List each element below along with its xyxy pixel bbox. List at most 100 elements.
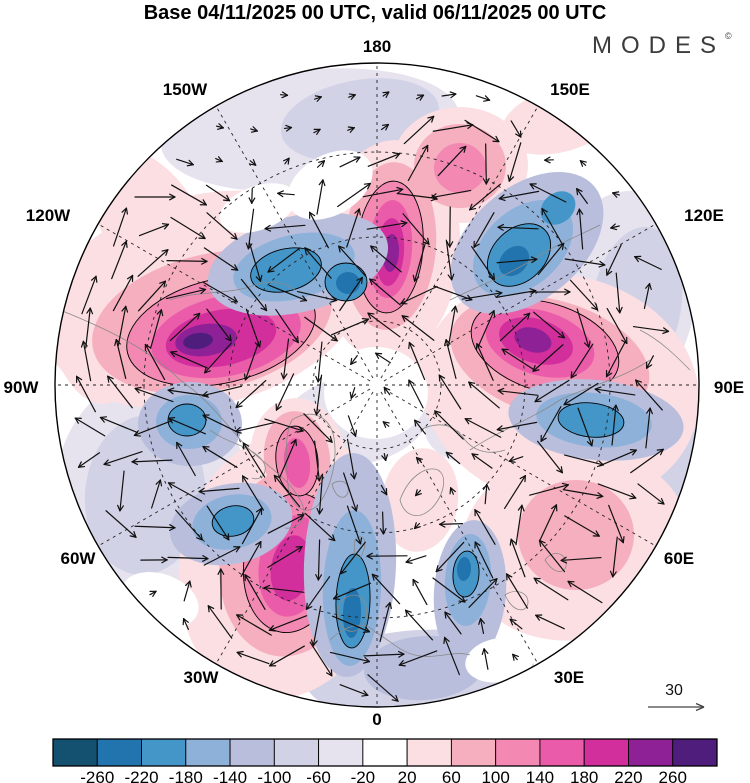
- wind-arrow: [447, 305, 458, 347]
- wind-arrow: [74, 417, 106, 437]
- modes-logo-mark: ©: [725, 31, 732, 41]
- wind-arrow: [277, 190, 295, 198]
- wind-arrow: [540, 406, 562, 442]
- wind-arrow: [203, 247, 239, 271]
- wind-arrow: [564, 258, 606, 268]
- wind-arrow: [432, 577, 466, 603]
- wind-arrow: [283, 124, 293, 132]
- wind-arrow: [105, 510, 137, 538]
- colorbar-tick--60: -60: [306, 768, 331, 783]
- wind-arrow: [536, 440, 564, 474]
- wind-arrow: [267, 514, 305, 534]
- wind-arrow: [77, 452, 101, 468]
- wind-arrow: [268, 284, 308, 302]
- coastline: [639, 329, 691, 371]
- wind-arrow: [347, 126, 355, 133]
- wind-arrow: [401, 315, 435, 341]
- wind-arrow: [337, 182, 371, 208]
- wind-arrow: [339, 156, 361, 168]
- wind-arrow: [217, 568, 225, 610]
- wind-arrow: [533, 577, 569, 601]
- wind-arrow: [363, 650, 405, 658]
- wind-arrow: [264, 418, 304, 433]
- colorbar-tick--20: -20: [350, 768, 376, 783]
- wind-arrow: [366, 220, 408, 230]
- lon-label-90E: 90E: [713, 378, 745, 397]
- wind-arrow: [482, 483, 490, 505]
- wind-arrow: [481, 648, 489, 670]
- wind-arrow: [275, 373, 295, 411]
- coastline: [504, 591, 529, 611]
- wind-arrow: [576, 308, 591, 348]
- wind-arrow: [412, 242, 427, 282]
- wind-arrow: [474, 541, 494, 579]
- wind-arrow: [576, 208, 584, 250]
- colorbar-cell: [362, 738, 408, 767]
- wind-arrow: [634, 255, 662, 270]
- colorbar-cell: [450, 738, 497, 767]
- wind-arrow: [477, 310, 496, 348]
- anomaly-patch: [381, 448, 459, 552]
- lon-label-120E: 120E: [684, 206, 724, 225]
- meridian-line: [97, 388, 371, 547]
- colorbar-cell: [583, 738, 629, 767]
- anomaly-patch: [211, 505, 255, 537]
- lon-label-120W: 120W: [25, 206, 71, 225]
- wind-arrow: [240, 278, 268, 312]
- wind-arrow: [512, 653, 519, 661]
- wind-arrow: [482, 143, 490, 185]
- wind-arrow: [535, 614, 565, 630]
- wind-arrow: [415, 94, 425, 101]
- wind-arrow: [85, 307, 94, 349]
- wind-arrow: [313, 374, 323, 416]
- wind-arrow: [339, 684, 369, 697]
- wind-arrow: [615, 272, 623, 314]
- wind-arrow: [176, 158, 194, 167]
- colorbar-tick-140: 140: [525, 768, 555, 783]
- wind-arrow: [149, 590, 157, 597]
- wind-arrow: [182, 618, 190, 630]
- wind-arrow: [137, 249, 169, 277]
- wind-arrow: [382, 421, 390, 428]
- wind-arrow: [407, 144, 429, 182]
- wind-arrow: [577, 407, 594, 447]
- reference-arrow: [648, 702, 705, 712]
- colorbar: [52, 738, 718, 767]
- wind-arrow: [415, 489, 422, 497]
- wind-arrow: [117, 470, 125, 512]
- wind-arrow: [198, 487, 240, 495]
- wind-arrow: [579, 160, 587, 167]
- wind-arrow: [469, 183, 501, 211]
- wind-arrow: [382, 91, 390, 98]
- wind-arrow: [244, 574, 266, 610]
- wind-arrow: [103, 451, 143, 466]
- wind-arrow: [605, 244, 622, 276]
- wind-arrow: [305, 576, 331, 610]
- wind-arrow: [206, 505, 230, 541]
- meridian-line: [380, 391, 539, 665]
- meridian-line: [97, 223, 371, 382]
- wind-arrow: [434, 410, 464, 440]
- wind-arrow: [515, 504, 525, 546]
- wind-arrow: [380, 123, 390, 131]
- wind-arrow: [443, 636, 460, 676]
- wind-arrow: [471, 453, 493, 469]
- wind-arrow: [316, 473, 324, 515]
- wind-arrow: [304, 247, 332, 279]
- coastline: [399, 468, 445, 516]
- wind-arrow: [645, 407, 653, 449]
- wind-arrow: [134, 193, 176, 201]
- anomaly-patch: [183, 332, 213, 350]
- coastline: [337, 594, 368, 632]
- wind-arrow: [133, 420, 173, 437]
- wind-arrow: [144, 343, 166, 381]
- wind-arrow: [403, 115, 435, 145]
- wind-arrow: [605, 340, 627, 378]
- wind-arrow: [248, 242, 263, 282]
- wind-arrow: [370, 245, 402, 273]
- wind-arrow: [349, 387, 357, 399]
- wind-arrow: [544, 156, 554, 164]
- lon-label-90W: 90W: [3, 378, 39, 397]
- colorbar-tick--260: -260: [80, 768, 115, 783]
